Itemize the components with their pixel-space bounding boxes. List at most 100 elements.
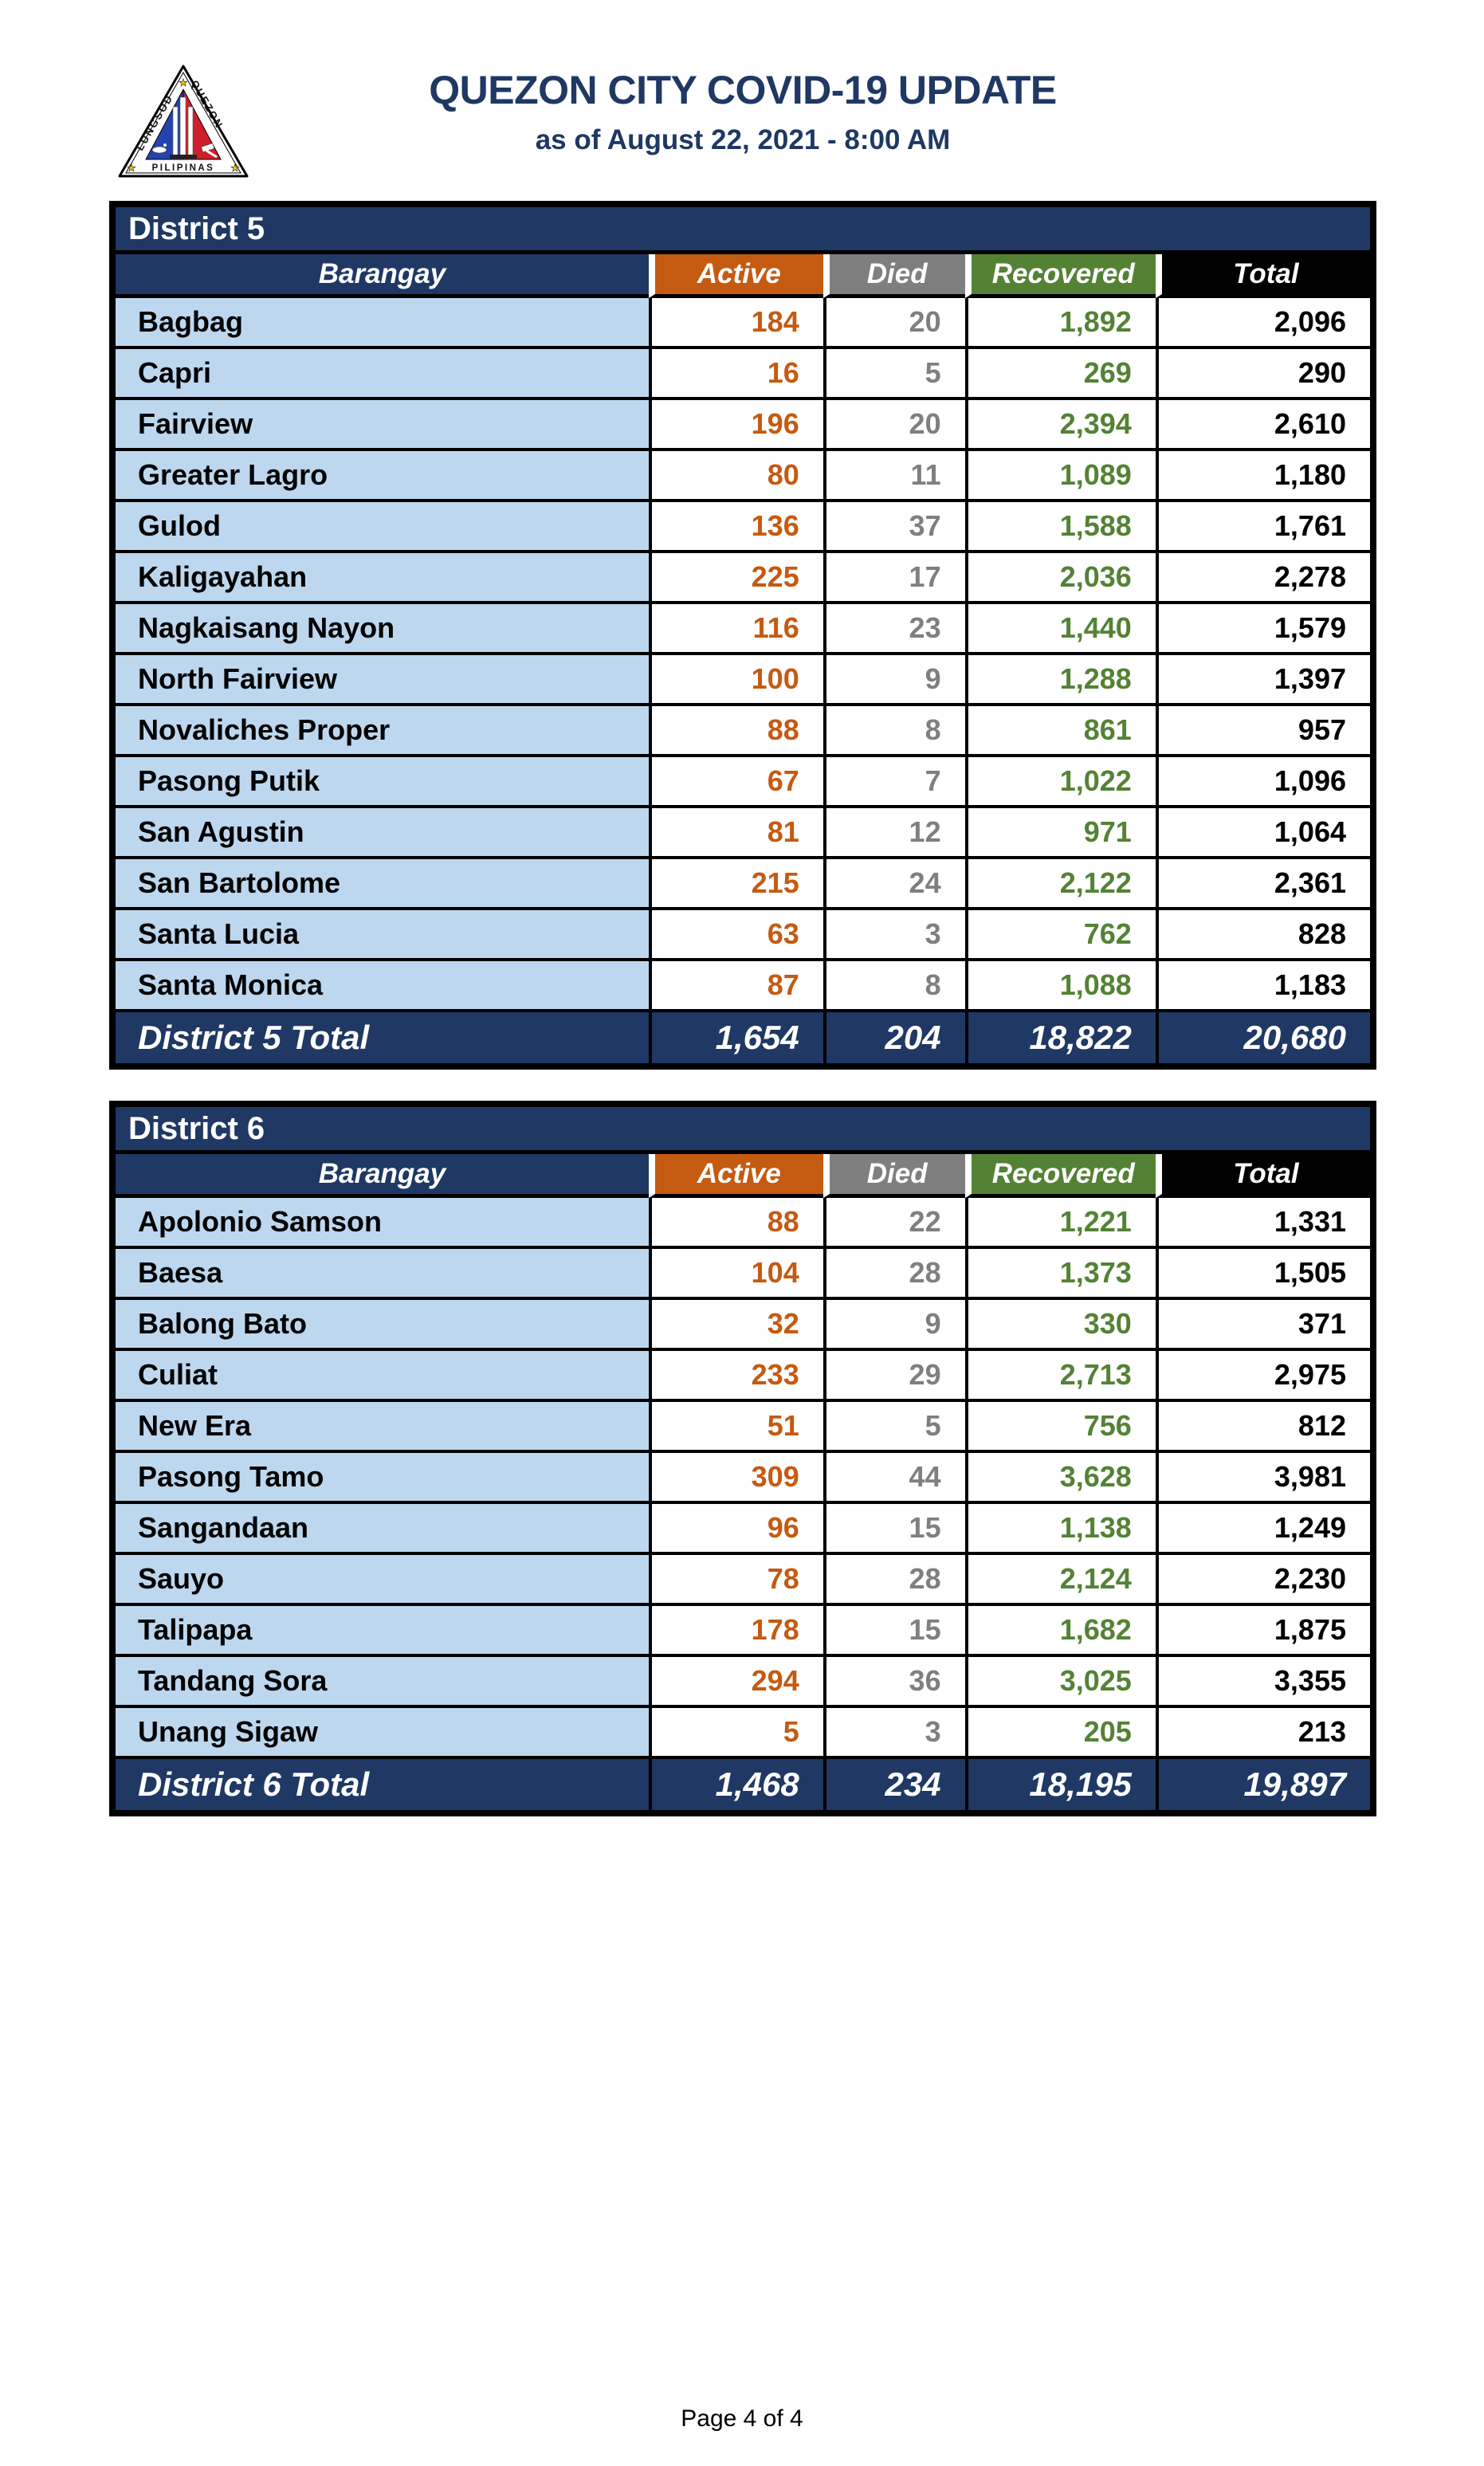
district-total-active: 1,468 [648, 1759, 823, 1810]
active-count-cell: 16 [648, 349, 823, 400]
barangay-cell: Talipapa [116, 1606, 649, 1657]
table-row: Pasong Putik 67 7 1,022 1,096 [116, 757, 1370, 808]
died-count-cell: 7 [822, 757, 965, 808]
barangay-cell: North Fairview [116, 655, 649, 706]
active-count-cell: 196 [648, 400, 823, 451]
died-count-cell: 5 [822, 349, 965, 400]
table-row: Kaligayahan 225 17 2,036 2,278 [116, 553, 1370, 604]
column-header-barangay: Barangay [116, 254, 649, 298]
table-row: Baesa 104 28 1,373 1,505 [116, 1249, 1370, 1300]
column-header-barangay: Barangay [116, 1154, 649, 1198]
table-row: Balong Bato 32 9 330 371 [116, 1300, 1370, 1351]
active-count-cell: 81 [648, 808, 823, 859]
table-row: Sauyo 78 28 2,124 2,230 [116, 1555, 1370, 1606]
district-total-recovered: 18,822 [964, 1012, 1156, 1063]
table-row: Novaliches Proper 88 8 861 957 [116, 706, 1370, 757]
district-total-label: District 6 Total [116, 1759, 649, 1810]
recovered-count-cell: 2,394 [964, 400, 1156, 451]
died-count-cell: 12 [822, 808, 965, 859]
recovered-count-cell: 2,122 [964, 859, 1156, 910]
total-count-cell: 1,505 [1155, 1249, 1370, 1300]
district-5-data-table: Barangay Active Died Recovered Total Bag… [116, 254, 1370, 1063]
recovered-count-cell: 3,025 [964, 1657, 1156, 1708]
recovered-count-cell: 269 [964, 349, 1156, 400]
star-icon: ★ [230, 162, 240, 174]
district-total-grand: 19,897 [1155, 1759, 1370, 1810]
active-count-cell: 294 [648, 1657, 823, 1708]
died-count-cell: 20 [822, 400, 965, 451]
table-row: Santa Lucia 63 3 762 828 [116, 910, 1370, 961]
barangay-cell: Sauyo [116, 1555, 649, 1606]
active-count-cell: 88 [648, 706, 823, 757]
total-count-cell: 213 [1155, 1708, 1370, 1759]
recovered-count-cell: 2,124 [964, 1555, 1156, 1606]
district-total-row: District 5 Total 1,654 204 18,822 20,680 [116, 1012, 1370, 1063]
barangay-cell: Balong Bato [116, 1300, 649, 1351]
total-count-cell: 957 [1155, 706, 1370, 757]
table-row: New Era 51 5 756 812 [116, 1402, 1370, 1453]
district-6-header: District 6 [116, 1107, 1370, 1154]
died-count-cell: 5 [822, 1402, 965, 1453]
district-5-table: District 5 Barangay Active Died Recovere… [109, 201, 1376, 1070]
recovered-count-cell: 1,088 [964, 961, 1156, 1012]
column-header-recovered: Recovered [964, 1154, 1156, 1198]
died-count-cell: 22 [822, 1198, 965, 1249]
table-row: San Agustin 81 12 971 1,064 [116, 808, 1370, 859]
active-count-cell: 5 [648, 1708, 823, 1759]
quezon-city-seal-logo: ★ ★ ★ LUNGSOD QUEZON PILIPINAS [115, 62, 252, 182]
died-count-cell: 29 [822, 1351, 965, 1402]
table-row: Nagkaisang Nayon 116 23 1,440 1,579 [116, 604, 1370, 655]
column-header-total: Total [1155, 1154, 1370, 1198]
active-count-cell: 51 [648, 1402, 823, 1453]
active-count-cell: 233 [648, 1351, 823, 1402]
active-count-cell: 87 [648, 961, 823, 1012]
active-count-cell: 104 [648, 1249, 823, 1300]
active-count-cell: 184 [648, 298, 823, 349]
column-header-active: Active [648, 1154, 823, 1198]
total-count-cell: 1,579 [1155, 604, 1370, 655]
table-row: Talipapa 178 15 1,682 1,875 [116, 1606, 1370, 1657]
recovered-count-cell: 1,221 [964, 1198, 1156, 1249]
died-count-cell: 44 [822, 1453, 965, 1504]
table-row: Santa Monica 87 8 1,088 1,183 [116, 961, 1370, 1012]
total-count-cell: 1,064 [1155, 808, 1370, 859]
died-count-cell: 17 [822, 553, 965, 604]
total-count-cell: 1,249 [1155, 1504, 1370, 1555]
table-row: Gulod 136 37 1,588 1,761 [116, 502, 1370, 553]
total-count-cell: 371 [1155, 1300, 1370, 1351]
active-count-cell: 309 [648, 1453, 823, 1504]
table-row: Greater Lagro 80 11 1,089 1,180 [116, 451, 1370, 502]
recovered-count-cell: 971 [964, 808, 1156, 859]
total-count-cell: 812 [1155, 1402, 1370, 1453]
district-total-row: District 6 Total 1,468 234 18,195 19,897 [116, 1759, 1370, 1810]
total-count-cell: 2,278 [1155, 553, 1370, 604]
district-6-table: District 6 Barangay Active Died Recovere… [109, 1101, 1376, 1816]
barangay-cell: Tandang Sora [116, 1657, 649, 1708]
barangay-cell: Culiat [116, 1351, 649, 1402]
district-total-died: 204 [822, 1012, 965, 1063]
table-row: San Bartolome 215 24 2,122 2,361 [116, 859, 1370, 910]
column-header-active: Active [648, 254, 823, 298]
recovered-count-cell: 2,036 [964, 553, 1156, 604]
barangay-cell: Baesa [116, 1249, 649, 1300]
active-count-cell: 96 [648, 1504, 823, 1555]
page-number: Page 4 of 4 [681, 2405, 803, 2432]
district-5-rows: Bagbag 184 20 1,892 2,096 Capri 16 5 269 290 Fairv… [116, 298, 1370, 1012]
barangay-cell: Nagkaisang Nayon [116, 604, 649, 655]
report-header: QUEZON CITY COVID-19 UPDATE as of August… [109, 67, 1376, 156]
barangay-cell: New Era [116, 1402, 649, 1453]
died-count-cell: 28 [822, 1555, 965, 1606]
table-row: Apolonio Samson 88 22 1,221 1,331 [116, 1198, 1370, 1249]
barangay-cell: Bagbag [116, 298, 649, 349]
recovered-count-cell: 762 [964, 910, 1156, 961]
active-count-cell: 225 [648, 553, 823, 604]
active-count-cell: 78 [648, 1555, 823, 1606]
recovered-count-cell: 1,440 [964, 604, 1156, 655]
column-header-recovered: Recovered [964, 254, 1156, 298]
table-row: North Fairview 100 9 1,288 1,397 [116, 655, 1370, 706]
recovered-count-cell: 330 [964, 1300, 1156, 1351]
active-count-cell: 100 [648, 655, 823, 706]
table-row: Capri 16 5 269 290 [116, 349, 1370, 400]
barangay-cell: San Agustin [116, 808, 649, 859]
active-count-cell: 116 [648, 604, 823, 655]
